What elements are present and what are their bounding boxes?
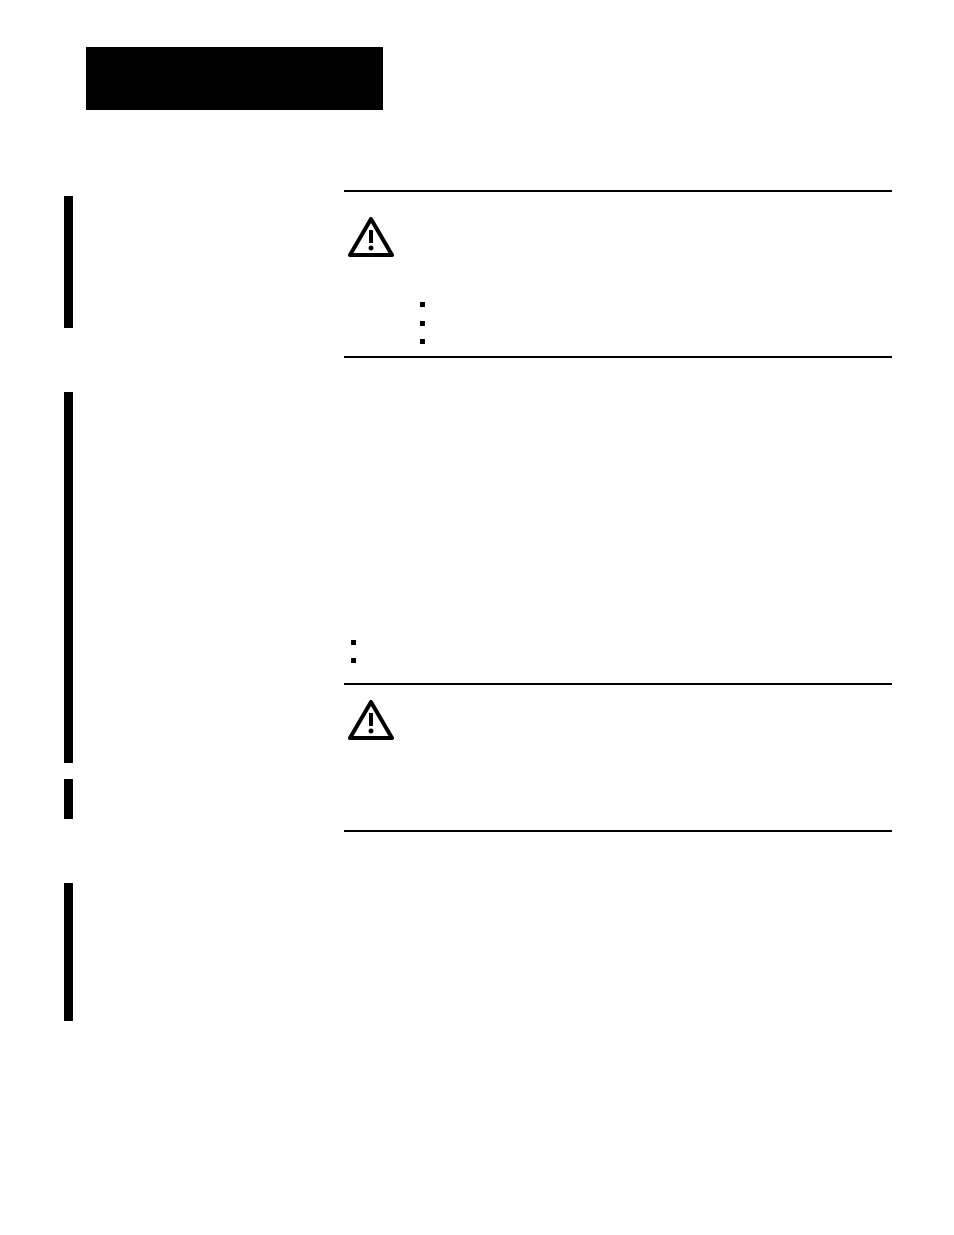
bullet [351, 640, 356, 645]
side-bar-3 [64, 779, 73, 819]
bullet [351, 658, 356, 663]
page [0, 0, 954, 1235]
rule-3 [344, 683, 892, 685]
side-bar-1 [64, 196, 73, 328]
warning-icon [348, 700, 394, 740]
rule-1 [344, 190, 892, 192]
rule-2 [344, 356, 892, 358]
bullet [420, 339, 425, 344]
side-bar-2 [64, 392, 73, 763]
chapter-badge [86, 47, 383, 110]
side-bar-4 [64, 883, 73, 1021]
warning-icon [348, 217, 394, 257]
rule-4 [344, 830, 892, 832]
bullet [420, 302, 425, 307]
bullet [420, 321, 425, 326]
